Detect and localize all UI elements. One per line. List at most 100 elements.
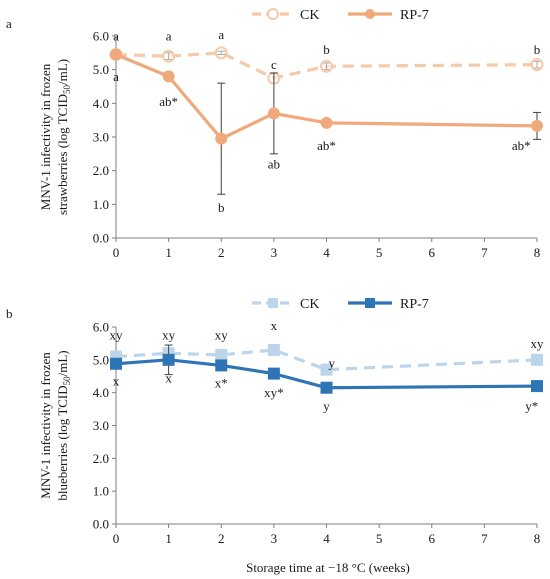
y-tick-label: 3.0 — [93, 418, 109, 433]
x-tick-label: 7 — [481, 245, 488, 260]
y-tick-label: 0.0 — [93, 231, 109, 246]
y-axis-title-line1: MNV-1 infectivity in frozen — [38, 63, 53, 210]
data-point — [320, 363, 333, 376]
series-rp-7 — [110, 344, 543, 394]
y-axis-title-line1: MNV-1 infectivity in frozen — [38, 352, 53, 499]
data-point — [267, 107, 280, 120]
significance-label: xy — [110, 328, 124, 343]
significance-label: b — [218, 200, 225, 215]
significance-label: a — [113, 69, 119, 84]
data-point — [110, 357, 122, 370]
x-tick-label: 8 — [534, 245, 541, 260]
data-point — [110, 48, 122, 61]
legend: CK RP-7 — [252, 8, 429, 23]
data-point — [267, 367, 280, 380]
x-tick-label: 1 — [165, 531, 172, 546]
significance-label: y — [329, 356, 336, 371]
x-tick-label: 5 — [376, 245, 383, 260]
data-point — [267, 343, 280, 356]
data-point — [531, 380, 543, 393]
data-point — [320, 116, 333, 129]
significance-label: x* — [215, 375, 228, 390]
y-tick-label: 2.0 — [93, 451, 109, 466]
y-tick-label: 6.0 — [93, 320, 109, 335]
y-tick-label: 1.0 — [93, 484, 109, 499]
legend-marker — [267, 8, 279, 20]
data-point — [162, 70, 175, 83]
y-tick-label: 2.0 — [93, 163, 109, 178]
legend-entry: RP-7 — [348, 297, 429, 312]
x-tick-label: 8 — [534, 531, 541, 546]
significance-label: xy — [531, 336, 545, 351]
significance-label: xy — [162, 328, 176, 343]
data-point — [215, 132, 228, 145]
y-tick-label: 4.0 — [93, 385, 109, 400]
data-point — [320, 381, 333, 394]
data-point — [320, 59, 333, 73]
legend: CK RP-7 — [252, 297, 429, 312]
x-tick-label: 2 — [218, 531, 225, 546]
x-tick-label: 3 — [271, 531, 278, 546]
x-tick-label: 0 — [113, 531, 120, 546]
y-tick-label: 1.0 — [93, 197, 109, 212]
y-axis-title-unit: /mL) — [55, 350, 70, 376]
legend-marker — [268, 298, 278, 308]
legend-entry: RP-7 — [348, 8, 429, 23]
significance-label: ab* — [159, 94, 178, 109]
panel-letter: a — [6, 16, 12, 31]
significance-label: ab* — [512, 138, 531, 153]
data-point — [214, 46, 228, 60]
significance-label: b — [323, 42, 330, 57]
significance-label: a — [218, 27, 224, 42]
legend-entry: CK — [252, 297, 319, 312]
data-point — [531, 119, 543, 132]
legend-label: CK — [300, 297, 319, 312]
x-tick-label: 3 — [271, 245, 278, 260]
y-tick-label: 0.0 — [93, 517, 109, 532]
significance-label: x — [113, 374, 120, 389]
y-tick-label: 4.0 — [93, 96, 109, 111]
y-axis-title-unit: /mL) — [55, 59, 70, 85]
x-tick-label: 4 — [323, 531, 330, 546]
significance-label: x — [165, 370, 172, 385]
significance-label: x — [271, 318, 278, 333]
series-line — [115, 348, 538, 372]
y-axis-title-line2: strawberries (log TCID — [55, 94, 70, 215]
y-axis-title: MNV-1 infectivity in frozen strawberries … — [38, 59, 72, 215]
x-tick-label: 0 — [113, 245, 120, 260]
significance-label: xy — [215, 328, 229, 343]
legend-label: RP-7 — [400, 8, 429, 23]
y-tick-label: 3.0 — [93, 130, 109, 145]
panel-a: a 0.0 1.0 2.0 3.0 4.0 5.0 6.0 0 1 2 3 4 5 6 7 8 MNV-1 inf… — [6, 8, 544, 260]
data-point — [531, 353, 543, 366]
y-tick-label: 6.0 — [93, 29, 109, 44]
x-tick-label: 5 — [376, 531, 383, 546]
y-axis-title-subscript: 50 — [62, 376, 72, 386]
significance-label: ab* — [317, 138, 336, 153]
x-tick-label: 6 — [429, 531, 436, 546]
data-point — [215, 359, 228, 372]
y-tick-label: 5.0 — [93, 62, 109, 77]
panel-letter: b — [6, 306, 13, 321]
y-tick-label: 5.0 — [93, 352, 109, 367]
significance-label: a — [113, 29, 119, 44]
significance-label: b — [534, 42, 541, 57]
legend-label: CK — [300, 8, 319, 23]
significance-label: c — [271, 57, 277, 72]
legend-entry: CK — [252, 8, 319, 23]
x-tick-label: 6 — [429, 245, 436, 260]
series-rp-7 — [110, 48, 543, 195]
significance-label: ab — [268, 156, 280, 171]
significance-label: y — [323, 398, 330, 413]
y-axis-title: MNV-1 infectivity in frozen blueberries (… — [38, 350, 72, 500]
legend-marker — [365, 298, 375, 308]
significance-label: xy* — [264, 385, 284, 400]
significance-label: a — [166, 29, 172, 44]
x-tick-label: 7 — [481, 531, 488, 546]
significance-label: y* — [525, 398, 538, 413]
legend-label: RP-7 — [400, 297, 429, 312]
x-tick-label: 1 — [165, 245, 172, 260]
data-point — [162, 353, 175, 366]
x-tick-label: 4 — [323, 245, 330, 260]
